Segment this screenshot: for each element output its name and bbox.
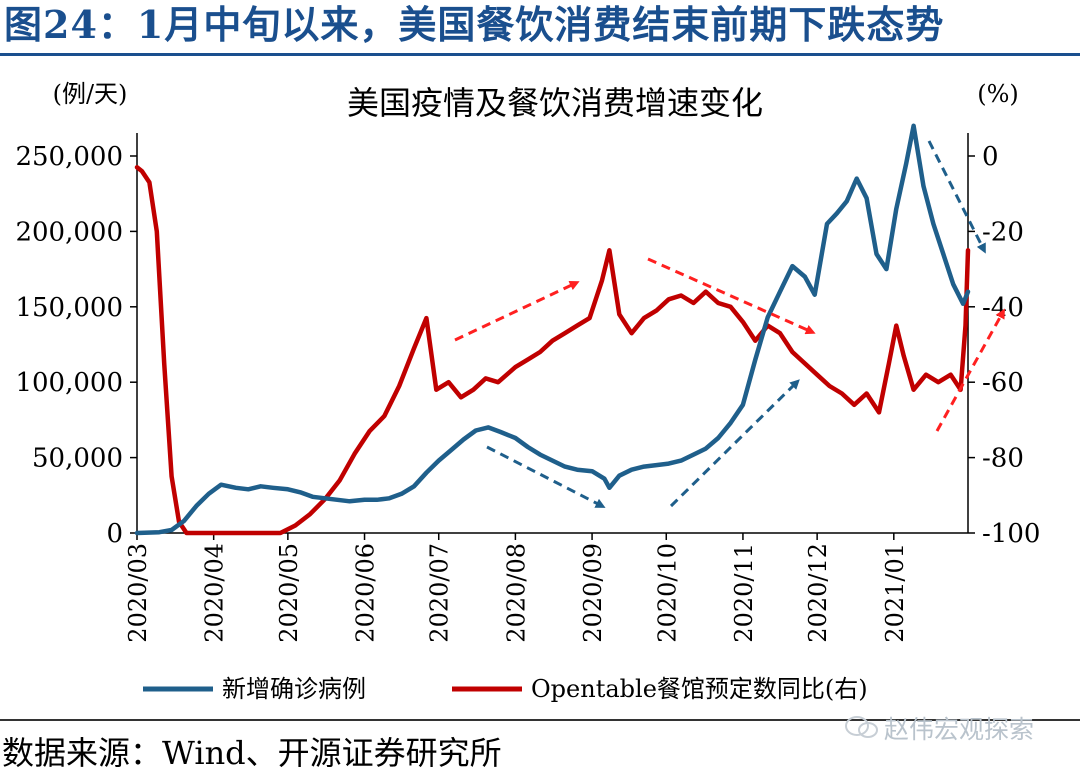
left-tick-label: 150,000 xyxy=(15,293,123,323)
right-tick-label: -40 xyxy=(982,293,1024,323)
right-tick-label: -20 xyxy=(982,217,1024,247)
wechat-icon xyxy=(845,716,878,738)
right-tick-label: 0 xyxy=(982,142,999,172)
x-tick-label: 2020/04 xyxy=(201,543,229,643)
chart-title: 美国疫情及餐饮消费增速变化 xyxy=(347,84,763,122)
red-arrow-decline xyxy=(647,257,816,335)
x-tick-label: 2020/05 xyxy=(275,543,303,643)
x-tick-label: 2020/12 xyxy=(804,543,832,643)
x-tick-label: 2020/08 xyxy=(502,543,530,643)
legend-label-dining: Opentable餐馆预定数同比(右) xyxy=(531,675,868,703)
x-tick-label: 2020/06 xyxy=(352,543,380,643)
series-layer xyxy=(134,123,971,536)
legend-label-cases: 新增确诊病例 xyxy=(222,675,366,703)
red-arrow-rebound xyxy=(935,308,1005,432)
line-chart: 美国疫情及餐饮消费增速变化 (例/天) (%) 0 50,000 100,000 15… xyxy=(15,80,1040,703)
right-tick-label: -60 xyxy=(982,368,1024,398)
legend: 新增确诊病例 Opentable餐馆预定数同比(右) xyxy=(143,675,868,703)
left-tick-label: 250,000 xyxy=(15,142,123,172)
blue-arrow-decline xyxy=(486,445,606,508)
source-rule xyxy=(0,719,1080,721)
left-tick-label: 50,000 xyxy=(32,444,123,474)
series-line-cases xyxy=(134,123,971,536)
right-axis-unit: (%) xyxy=(977,80,1019,108)
title-rule xyxy=(0,53,1080,56)
watermark: 赵伟宏观探索 xyxy=(884,715,1035,744)
axes: 0 50,000 100,000 150,000 200,000 250,000 -100 -… xyxy=(15,133,1040,643)
x-tick-label: 2020/07 xyxy=(426,543,454,643)
left-axis-unit: (例/天) xyxy=(53,80,128,108)
x-tick-label: 2020/11 xyxy=(730,543,758,643)
x-tick-label: 2020/10 xyxy=(653,543,681,643)
series-line-dining xyxy=(134,165,971,536)
left-tick-label: 100,000 xyxy=(15,368,123,398)
figure-title: 图24：1月中旬以来，美国餐饮消费结束前期下跌态势 xyxy=(4,2,945,47)
x-tick-label: 2020/09 xyxy=(579,543,607,643)
x-tick-label: 2021/01 xyxy=(881,543,909,643)
trend-arrows xyxy=(454,140,1005,508)
blue-arrow-peak-decline xyxy=(927,140,986,254)
source-note: 数据来源：Wind、开源证券研究所 xyxy=(2,734,502,772)
x-tick-label: 2020/03 xyxy=(124,543,152,643)
right-tick-label: -80 xyxy=(982,444,1024,474)
left-tick-label: 200,000 xyxy=(15,217,123,247)
right-tick-label: -100 xyxy=(982,519,1040,549)
blue-arrow-rise xyxy=(669,379,800,508)
red-arrow-rise xyxy=(454,281,580,342)
left-tick-label: 0 xyxy=(106,519,123,549)
